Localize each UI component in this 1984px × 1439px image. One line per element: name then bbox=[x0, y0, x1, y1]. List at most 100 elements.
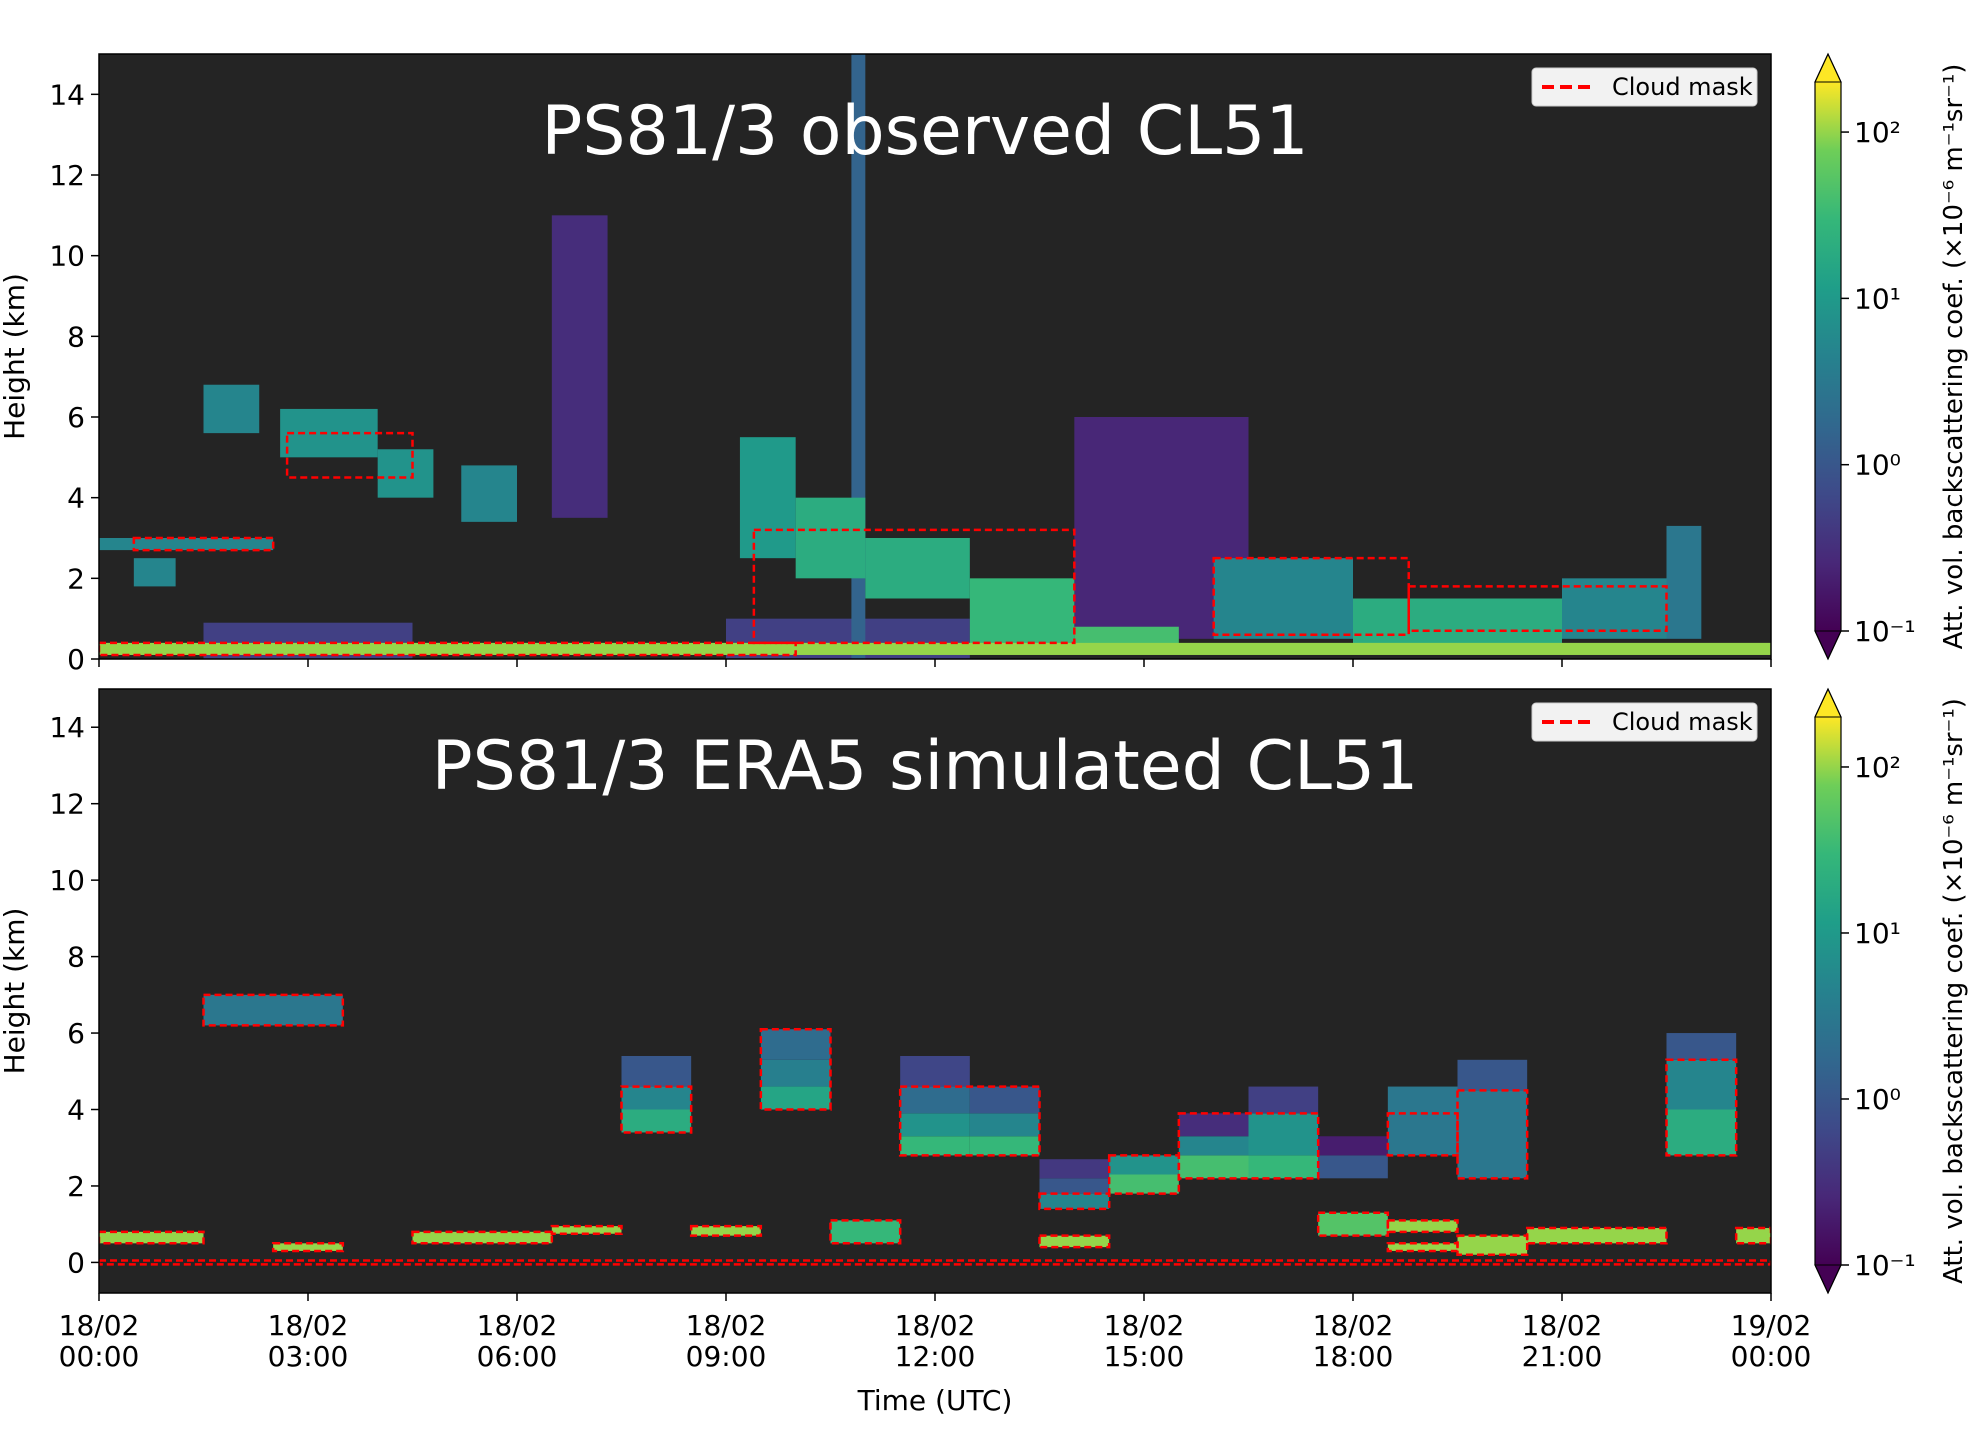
cloud-mask bbox=[1407, 585, 1668, 633]
cell bbox=[1318, 1155, 1388, 1179]
cell bbox=[1039, 1178, 1110, 1194]
cell bbox=[133, 558, 176, 587]
colorbar-tick-label: 10² bbox=[1854, 751, 1901, 784]
legend-box bbox=[1531, 702, 1758, 742]
x-axis-label: Time (UTC) bbox=[857, 1384, 1013, 1417]
cloud-mask bbox=[99, 1230, 205, 1245]
colorbar bbox=[1815, 82, 1841, 631]
colorbar-tick-label: 10⁻¹ bbox=[1854, 615, 1916, 648]
cloud-mask bbox=[1456, 1234, 1529, 1257]
cell bbox=[203, 384, 260, 434]
chart-title: PS81/3 ERA5 simulated CL51 bbox=[432, 727, 1419, 806]
y-tick-label: 6 bbox=[67, 1017, 85, 1050]
cloud-mask bbox=[752, 528, 1076, 645]
x-tick-label: 18/02 12:00 bbox=[895, 1309, 976, 1373]
legend-box bbox=[1531, 67, 1758, 107]
cloud-mask bbox=[271, 1242, 345, 1253]
cell bbox=[1457, 1090, 1528, 1179]
y-tick-label: 6 bbox=[67, 401, 85, 434]
x-tick-label: 18/02 00:00 bbox=[59, 1309, 140, 1373]
colorbar bbox=[1815, 717, 1841, 1265]
cloud-mask bbox=[99, 1259, 1771, 1266]
cell bbox=[739, 437, 796, 559]
cell bbox=[900, 1136, 970, 1156]
cloud-mask bbox=[759, 1027, 832, 1111]
x-tick-label: 19/02 00:00 bbox=[1731, 1309, 1812, 1373]
cloud-mask bbox=[829, 1219, 902, 1245]
cell bbox=[1109, 1155, 1179, 1175]
cell bbox=[621, 1109, 692, 1133]
cell bbox=[900, 1113, 970, 1137]
y-tick-label: 2 bbox=[67, 1170, 85, 1203]
cell bbox=[461, 465, 517, 522]
plot-area bbox=[99, 993, 1771, 1266]
cell bbox=[551, 215, 608, 518]
cell bbox=[621, 1086, 692, 1110]
colorbar-extend-bottom bbox=[1814, 1264, 1842, 1295]
y-tick-label: 0 bbox=[67, 643, 85, 676]
colorbar-extend-top bbox=[1814, 687, 1842, 718]
cell bbox=[273, 1243, 343, 1251]
y-tick-label: 4 bbox=[67, 482, 85, 515]
cloud-mask bbox=[1734, 1226, 1771, 1245]
x-tick-label: 18/02 03:00 bbox=[268, 1309, 349, 1373]
cell bbox=[900, 1086, 970, 1114]
cloud-mask bbox=[99, 641, 797, 657]
y-tick-label: 12 bbox=[49, 788, 85, 821]
cell bbox=[1387, 1086, 1458, 1156]
colorbar-tick-label: 10⁻¹ bbox=[1854, 1249, 1916, 1282]
y-tick-label: 2 bbox=[67, 562, 85, 595]
cell bbox=[1318, 1136, 1388, 1156]
colorbar-tick-label: 10⁰ bbox=[1854, 449, 1901, 482]
cell bbox=[691, 1226, 761, 1236]
cell bbox=[1457, 1059, 1528, 1091]
cloud-mask bbox=[1038, 1234, 1111, 1249]
y-tick-label: 10 bbox=[49, 240, 85, 273]
y-axis-label: Height (km) bbox=[0, 273, 31, 440]
y-axis-label: Height (km) bbox=[0, 908, 31, 1075]
y-tick-label: 0 bbox=[67, 1246, 85, 1279]
cell bbox=[1666, 1059, 1737, 1110]
cell bbox=[969, 578, 1075, 647]
cell bbox=[1248, 1113, 1319, 1156]
plot-area bbox=[99, 54, 1771, 659]
colorbar-tick-label: 10¹ bbox=[1854, 917, 1901, 950]
x-tick-label: 18/02 18:00 bbox=[1313, 1309, 1394, 1373]
y-tick-label: 10 bbox=[49, 864, 85, 897]
cell bbox=[760, 1059, 831, 1087]
cell bbox=[99, 538, 274, 551]
colorbar-label: Att. vol. backscattering coef. (×10⁻⁶ m⁻… bbox=[1939, 698, 1969, 1284]
cloud-mask bbox=[689, 1224, 763, 1237]
cell bbox=[280, 408, 378, 458]
cell bbox=[1213, 558, 1353, 639]
y-tick-label: 8 bbox=[67, 941, 85, 974]
colorbar-tick-label: 10⁰ bbox=[1854, 1083, 1901, 1116]
y-tick-label: 8 bbox=[67, 320, 85, 353]
colorbar-label: Att. vol. backscattering coef. (×10⁻⁶ m⁻… bbox=[1939, 64, 1969, 650]
cloud-mask bbox=[1177, 1112, 1320, 1180]
cell bbox=[99, 1231, 204, 1244]
cell bbox=[969, 1136, 1040, 1156]
cell bbox=[377, 449, 434, 498]
cell bbox=[1353, 598, 1562, 647]
cloud-mask bbox=[620, 1085, 693, 1134]
cell bbox=[1248, 1086, 1319, 1114]
cell bbox=[621, 1055, 692, 1087]
cloud-mask bbox=[1386, 1112, 1459, 1157]
cloud-mask bbox=[411, 1230, 554, 1245]
cell bbox=[1109, 1174, 1179, 1194]
cell bbox=[900, 1055, 970, 1087]
cell bbox=[795, 497, 866, 579]
colorbar-tick-label: 10¹ bbox=[1854, 282, 1901, 315]
cell bbox=[203, 994, 343, 1026]
cell bbox=[1248, 1155, 1319, 1179]
cell bbox=[412, 1231, 552, 1244]
cloud-mask bbox=[550, 1224, 623, 1235]
cell bbox=[865, 538, 970, 599]
cell bbox=[551, 1226, 622, 1234]
cell bbox=[1387, 1243, 1458, 1251]
cell bbox=[99, 642, 1771, 655]
cell bbox=[1457, 1235, 1528, 1255]
y-tick-label: 14 bbox=[49, 711, 85, 744]
